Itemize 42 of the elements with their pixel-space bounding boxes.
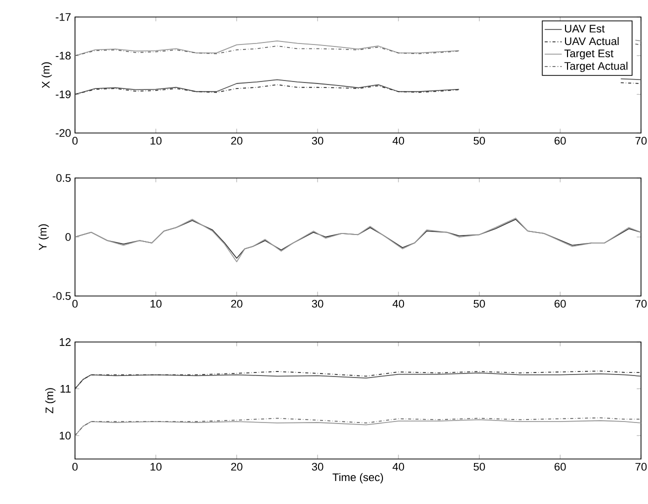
y-tick-label: 0.5	[56, 174, 71, 182]
x-tick-label: 20	[231, 136, 242, 145]
legend-label: Target Est	[564, 50, 614, 60]
x-tick-label: 70	[635, 300, 647, 308]
x-tick-label: 70	[635, 136, 647, 145]
x-tick-label: 30	[312, 462, 324, 471]
y-tick-label: -18	[56, 52, 71, 60]
legend-label: UAV Est	[565, 24, 605, 33]
x-axis-title: Time (sec)	[332, 473, 383, 484]
y-axis-title: Z (m)	[45, 388, 56, 414]
y-tick-label: 10	[60, 432, 71, 440]
x-tick-label: 60	[554, 136, 566, 145]
x-tick-label: 10	[150, 462, 162, 471]
x-tick-label: 40	[392, 462, 404, 471]
y-tick-label: -0.5	[52, 292, 71, 300]
y-axis-title: Y (m)	[38, 224, 49, 250]
x-tick-label: 30	[312, 136, 324, 145]
x-tick-label: 0	[72, 136, 78, 145]
y-tick-label: 0	[65, 233, 71, 241]
legend-label: Target Actual	[564, 62, 628, 72]
x-tick-label: 0	[72, 462, 78, 471]
y-tick-label: -20	[56, 129, 71, 137]
x-tick-label: 0	[72, 300, 78, 308]
x-tick-label: 50	[474, 462, 485, 471]
x-tick-label: 40	[392, 136, 404, 145]
x-tick-label: 10	[150, 136, 162, 145]
x-tick-label: 50	[474, 300, 485, 308]
x-tick-label: 50	[474, 136, 485, 145]
x-tick-label: 40	[392, 300, 404, 308]
x-tick-label: 20	[231, 462, 242, 471]
x-tick-label: 20	[231, 300, 242, 308]
y-tick-label: -19	[56, 90, 71, 98]
x-tick-label: 10	[150, 300, 162, 308]
y-axis-title: X (m)	[42, 62, 52, 88]
x-tick-label: 60	[554, 300, 566, 308]
x-tick-label: 30	[312, 300, 324, 308]
y-tick-label: -17	[56, 13, 71, 21]
legend-label: UAV Actual	[565, 37, 619, 46]
y-tick-label: 11	[60, 385, 71, 393]
y-tick-label: 12	[60, 338, 71, 346]
x-tick-label: 70	[635, 462, 647, 471]
x-tick-label: 60	[554, 462, 566, 471]
